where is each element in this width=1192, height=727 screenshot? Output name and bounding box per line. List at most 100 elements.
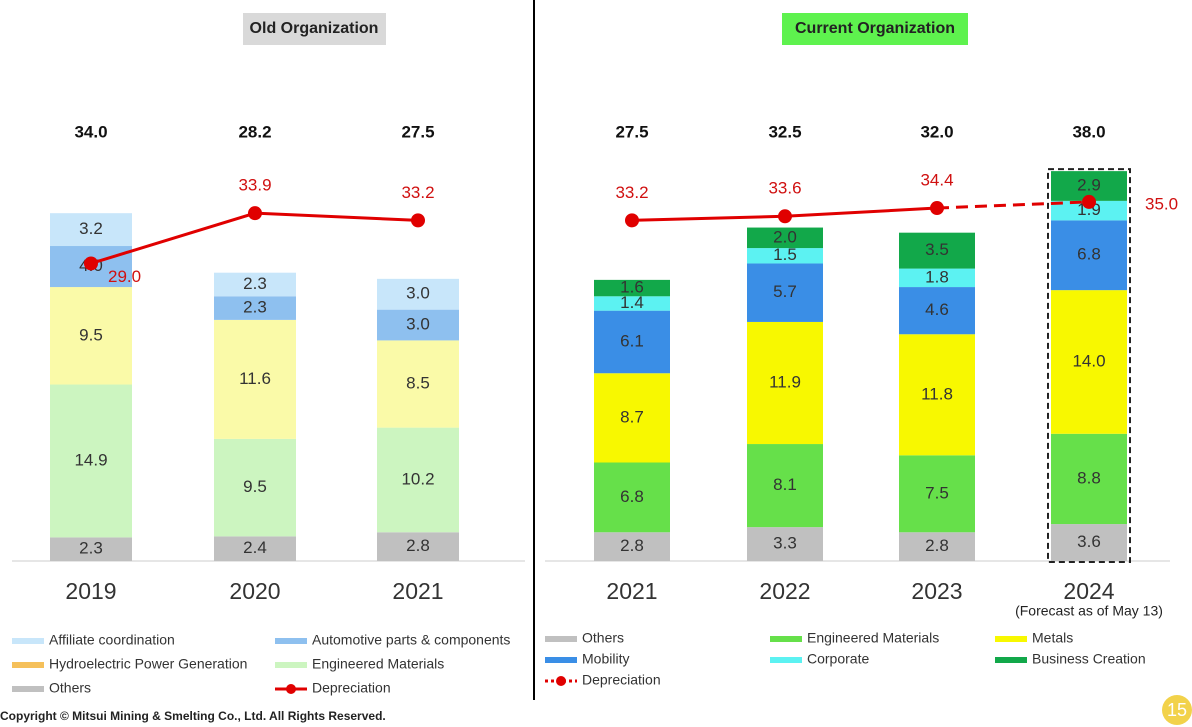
forecast-box (1047, 168, 1131, 563)
segment-label: 1.4 (620, 293, 644, 312)
depreciation-label: 33.9 (238, 176, 271, 195)
segment-label: 1.5 (773, 245, 797, 264)
bar-segment (594, 462, 670, 533)
depreciation-point (248, 206, 262, 221)
segment-label: 2.4 (243, 538, 267, 557)
segment-label: 1.6 (620, 278, 644, 297)
total-label: 27.5 (401, 122, 434, 141)
segment-label: 3.3 (773, 534, 797, 553)
segment-label: 6.8 (1077, 245, 1101, 264)
bar-segment (50, 213, 132, 247)
legend-swatch (770, 657, 802, 663)
segment-label: 6.8 (620, 487, 644, 506)
bar-segment (377, 340, 459, 428)
depreciation-label: 34.4 (920, 171, 953, 190)
legend-label: Depreciation (582, 672, 661, 688)
x-tick-label: 2021 (392, 578, 443, 604)
segment-label: 2.3 (79, 539, 103, 558)
segment-label: 11.8 (921, 384, 953, 403)
bar-segment (899, 455, 975, 533)
bar-segment (377, 278, 459, 310)
bar-segment (747, 527, 823, 561)
depreciation-label: 35.0 (1145, 194, 1178, 213)
bar-segment (747, 248, 823, 264)
bar-segment (899, 232, 975, 269)
depreciation-label: 33.6 (768, 179, 801, 198)
x-tick-label: 2019 (65, 578, 116, 604)
depreciation-point (1082, 194, 1096, 209)
copyright: Copyright © Mitsui Mining & Smelting Co.… (0, 709, 386, 723)
bar-segment (50, 537, 132, 561)
segment-label: 11.6 (239, 369, 271, 388)
depreciation-label: 33.2 (615, 183, 648, 202)
x-tick-label: 2021 (606, 578, 657, 604)
x-tick-label: 2023 (911, 578, 962, 604)
depreciation-point (411, 213, 425, 228)
bar-segment (899, 287, 975, 335)
segment-label: 9.5 (243, 477, 267, 496)
bar-segment (747, 444, 823, 528)
bar-segment (594, 296, 670, 311)
legend-label: Affiliate coordination (49, 632, 175, 648)
total-label: 27.5 (615, 122, 648, 141)
segment-label: 2.8 (406, 536, 430, 555)
bar-segment (214, 438, 296, 537)
segment-label: 8.1 (773, 475, 797, 494)
depreciation-label: 33.2 (401, 183, 434, 202)
depreciation-point (84, 256, 98, 271)
legend-swatch (995, 657, 1027, 663)
bar-segment (214, 296, 296, 320)
segment-label: 6.1 (620, 331, 644, 350)
legend-label: Depreciation (312, 680, 391, 696)
total-label: 38.0 (1072, 122, 1105, 141)
x-tick-label: 2020 (229, 578, 280, 604)
depreciation-label: 29.0 (108, 267, 141, 286)
legend-swatch (556, 676, 566, 686)
segment-label: 2.3 (243, 274, 267, 293)
legend-label: Mobility (582, 651, 629, 667)
legend-label: Automotive parts & components (312, 632, 510, 648)
depreciation-forecast-line (936, 200, 1090, 210)
segment-label: 14.0 (1072, 351, 1105, 370)
legend-label: Others (49, 680, 91, 696)
bar-segment (214, 319, 296, 439)
segment-label: 3.0 (406, 284, 430, 303)
segment-label: 3.2 (79, 219, 103, 238)
bar-segment (747, 227, 823, 249)
title-box (243, 13, 386, 45)
chart-title: Old Organization (250, 20, 379, 37)
annotation: (Forecast as of May 13) (1015, 603, 1163, 619)
segment-label: 8.8 (1077, 468, 1101, 487)
bar-segment (747, 321, 823, 445)
segment-label: 2.8 (620, 536, 644, 555)
bar-segment (594, 373, 670, 463)
segment-label: 8.7 (620, 407, 644, 426)
depreciation-point (625, 213, 639, 228)
bar-segment (50, 287, 132, 385)
legend-label: Metals (1032, 630, 1073, 646)
segment-label: 2.9 (1077, 175, 1101, 194)
legend-label: Engineered Materials (807, 630, 939, 646)
legend-swatch (12, 662, 44, 668)
title-box (782, 13, 968, 45)
bar-segment (1051, 220, 1127, 291)
legend-label: Others (582, 630, 624, 646)
x-tick-label: 2024 (1063, 578, 1114, 604)
segment-label: 3.5 (925, 240, 949, 259)
total-label: 32.0 (920, 122, 953, 141)
bar-segment (1051, 433, 1127, 525)
x-tick-label: 2022 (759, 578, 810, 604)
bar-segment (747, 263, 823, 322)
bar-segment (214, 272, 296, 297)
legend-swatch (12, 638, 44, 644)
segment-label: 1.8 (925, 267, 949, 286)
bar-segment (594, 310, 670, 374)
bar-segment (50, 384, 132, 538)
segment-label: 5.7 (773, 282, 797, 301)
depreciation-point (930, 201, 944, 216)
legend-swatch (275, 638, 307, 644)
legend-swatch (995, 636, 1027, 642)
bar-segment (899, 532, 975, 561)
bar-segment (377, 309, 459, 341)
